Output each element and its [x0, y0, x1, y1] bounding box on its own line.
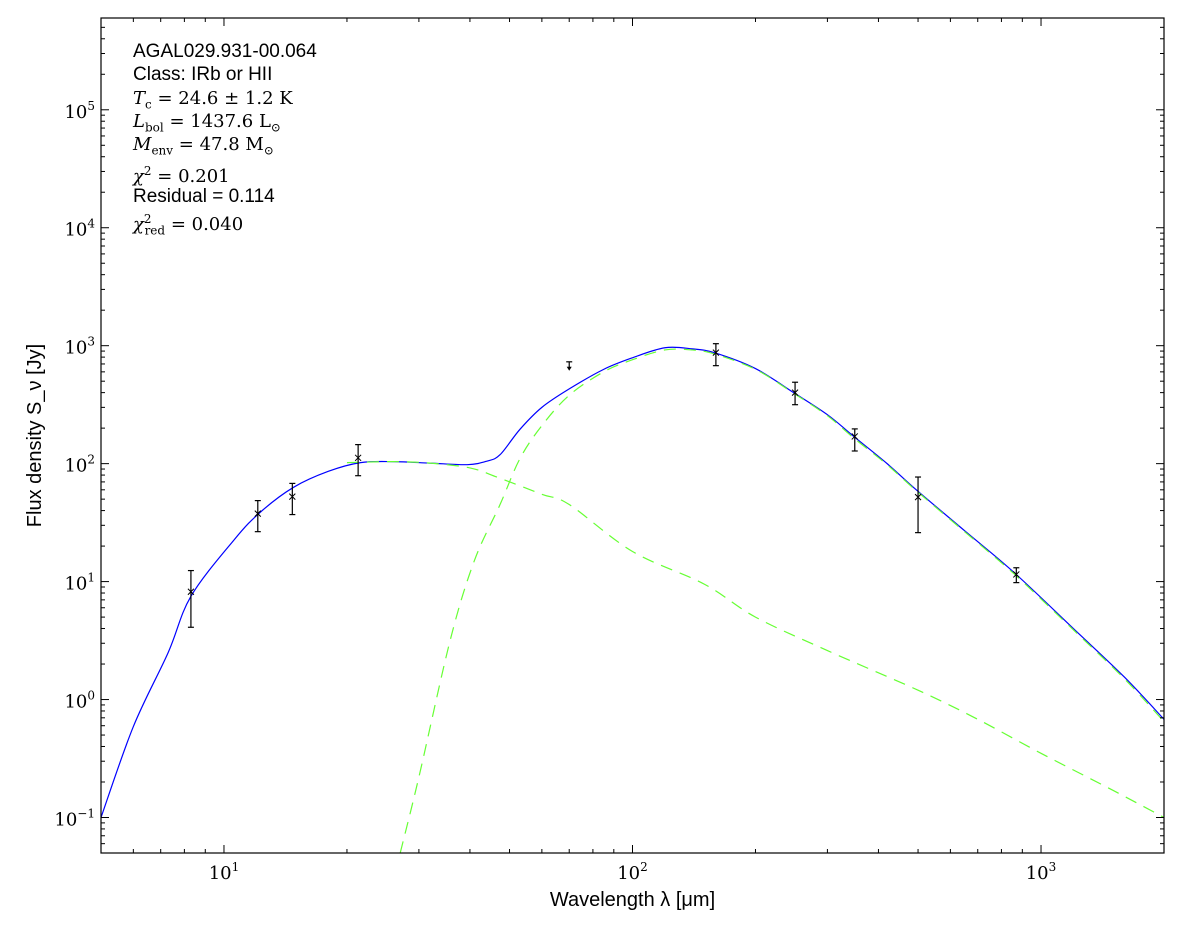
data-point: [1012, 571, 1020, 578]
y-tick-label: 104: [64, 217, 95, 241]
temperature-label: Tc = 24.6 ± 1.2 K: [133, 88, 293, 112]
mass-label: Menv = 47.8 M⊙: [133, 134, 274, 158]
data-point: [712, 349, 720, 356]
data-point: [914, 493, 922, 501]
data-point: [791, 389, 799, 396]
x-tick-label: 102: [617, 860, 648, 884]
data-point: [288, 493, 296, 500]
luminosity-label: Lbol = 1437.6 L⊙: [133, 111, 281, 135]
data-point: [354, 454, 362, 462]
residual-label: Residual = 0.114: [133, 186, 275, 207]
x-tick-label: 101: [209, 860, 240, 884]
component-curve-1: [346, 461, 1164, 819]
data-point: [851, 433, 859, 440]
total-fit-curve: [101, 346, 1164, 818]
y-tick-label: 105: [64, 99, 95, 123]
data-point: [187, 588, 195, 596]
y-tick-label: 103: [64, 335, 95, 359]
y-tick-label: 102: [64, 453, 95, 477]
source-name: AGAL029.931-00.064: [133, 41, 317, 62]
chi2-red-label: χ2red = 0.040: [133, 212, 244, 238]
x-axis-label: Wavelength λ [μm]: [550, 889, 715, 911]
data-point: [254, 510, 262, 517]
x-tick-label: 103: [1026, 860, 1057, 884]
chi2-label: χ2 = 0.201: [133, 164, 230, 187]
component-curve-2: [399, 348, 1164, 853]
y-tick-label: 100: [64, 689, 95, 713]
y-axis-label: Flux density S_ν [Jy]: [24, 344, 46, 527]
y-tick-label: 101: [64, 571, 95, 595]
upper-limit-arrow: [566, 366, 572, 371]
y-tick-label: 10−1: [54, 806, 95, 830]
source-class: Class: IRb or HII: [133, 64, 273, 85]
